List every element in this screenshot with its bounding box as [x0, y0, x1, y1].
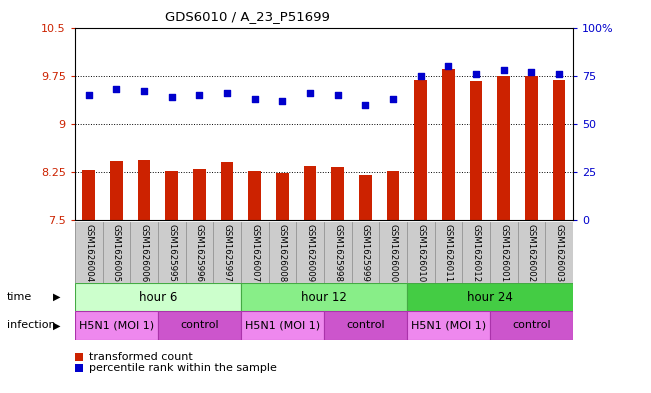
Bar: [415, 79, 427, 220]
Text: GSM1626011: GSM1626011: [444, 224, 453, 282]
Text: ▶: ▶: [53, 292, 61, 302]
Text: GSM1625998: GSM1625998: [333, 224, 342, 282]
Point: [83, 92, 94, 98]
Text: GSM1626012: GSM1626012: [471, 224, 480, 282]
Text: H5N1 (MOI 1): H5N1 (MOI 1): [79, 320, 154, 331]
Text: control: control: [180, 320, 219, 331]
Bar: [276, 173, 288, 220]
Bar: [470, 81, 482, 220]
Text: control: control: [346, 320, 385, 331]
Text: control: control: [512, 320, 551, 331]
Bar: [110, 161, 122, 220]
Bar: [442, 69, 454, 220]
Point: [360, 101, 370, 108]
Point: [167, 94, 177, 100]
Bar: [158, 311, 241, 340]
Text: percentile rank within the sample: percentile rank within the sample: [89, 363, 277, 373]
Point: [333, 92, 343, 98]
Point: [222, 90, 232, 96]
Bar: [324, 311, 407, 340]
Bar: [525, 76, 538, 220]
Text: GSM1626002: GSM1626002: [527, 224, 536, 282]
Text: hour 12: hour 12: [301, 290, 347, 304]
Text: GSM1626000: GSM1626000: [389, 224, 398, 282]
Bar: [407, 283, 573, 311]
Text: GSM1626009: GSM1626009: [305, 224, 314, 282]
Bar: [138, 160, 150, 220]
Text: ▶: ▶: [53, 320, 61, 331]
Text: transformed count: transformed count: [89, 352, 193, 362]
Bar: [75, 311, 158, 340]
Text: GSM1625995: GSM1625995: [167, 224, 176, 282]
Point: [499, 67, 509, 73]
Point: [139, 88, 149, 94]
Text: infection: infection: [7, 320, 55, 331]
Text: time: time: [7, 292, 32, 302]
Point: [388, 95, 398, 102]
Bar: [387, 171, 399, 220]
Text: GSM1626006: GSM1626006: [139, 224, 148, 282]
Bar: [331, 167, 344, 220]
Point: [526, 69, 536, 75]
Bar: [249, 171, 261, 220]
Text: GSM1626005: GSM1626005: [112, 224, 121, 282]
Bar: [193, 169, 206, 220]
Point: [111, 86, 122, 92]
Bar: [83, 170, 95, 220]
Text: GSM1626008: GSM1626008: [278, 224, 287, 282]
Point: [415, 72, 426, 79]
Text: hour 6: hour 6: [139, 290, 177, 304]
Text: GSM1625997: GSM1625997: [223, 224, 232, 282]
Bar: [75, 283, 241, 311]
Bar: [241, 311, 324, 340]
Bar: [553, 79, 565, 220]
Bar: [304, 166, 316, 220]
Text: hour 24: hour 24: [467, 290, 513, 304]
Text: GSM1626003: GSM1626003: [555, 224, 564, 282]
Text: GSM1625996: GSM1625996: [195, 224, 204, 282]
Bar: [490, 311, 573, 340]
Bar: [497, 75, 510, 220]
Bar: [359, 175, 372, 220]
Bar: [221, 162, 233, 220]
Bar: [241, 283, 407, 311]
Point: [471, 71, 481, 77]
Point: [249, 95, 260, 102]
Bar: [407, 311, 490, 340]
Point: [443, 63, 454, 69]
Point: [554, 71, 564, 77]
Text: GSM1626007: GSM1626007: [250, 224, 259, 282]
Text: H5N1 (MOI 1): H5N1 (MOI 1): [411, 320, 486, 331]
Text: GDS6010 / A_23_P51699: GDS6010 / A_23_P51699: [165, 10, 330, 23]
Bar: [165, 171, 178, 220]
Text: GSM1626010: GSM1626010: [416, 224, 425, 282]
Text: GSM1626004: GSM1626004: [84, 224, 93, 282]
Text: GSM1626001: GSM1626001: [499, 224, 508, 282]
Text: H5N1 (MOI 1): H5N1 (MOI 1): [245, 320, 320, 331]
Point: [277, 97, 288, 104]
Point: [194, 92, 204, 98]
Point: [305, 90, 315, 96]
Text: GSM1625999: GSM1625999: [361, 224, 370, 282]
